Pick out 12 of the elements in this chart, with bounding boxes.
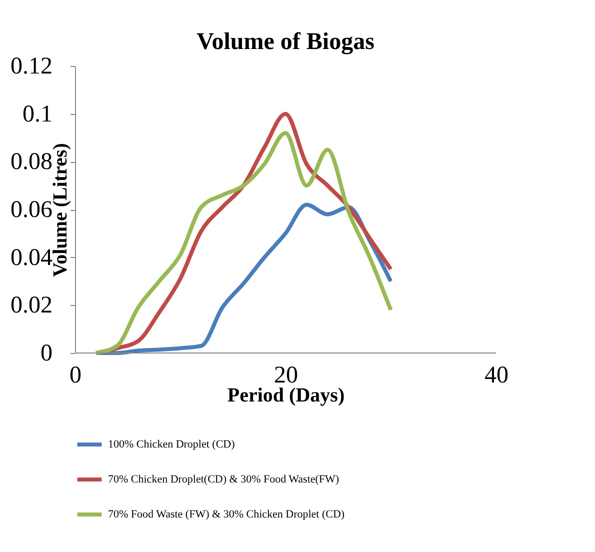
x-tick-label: 0 — [70, 362, 82, 388]
y-tick-label: 0.08 — [10, 149, 52, 176]
y-tick-label: 0.12 — [10, 54, 52, 80]
chart-title: Volume of Biogas — [196, 29, 374, 55]
y-tick-label: 0.06 — [10, 197, 52, 223]
y-tick-label: 0.1 — [22, 101, 52, 128]
legend-label: 70% Food Waste (FW) & 30% Chicken Droplet (CD) — [108, 508, 345, 520]
y-tick-label: 0 — [40, 340, 52, 366]
x-tick-label: 40 — [484, 362, 508, 388]
legend-label: 70% Chicken Droplet(CD) & 30% Food Waste(FW) — [108, 474, 340, 486]
y-tick-label: 0.02 — [10, 292, 52, 319]
legend-label: 100% Chicken Droplet (CD) — [108, 438, 236, 450]
